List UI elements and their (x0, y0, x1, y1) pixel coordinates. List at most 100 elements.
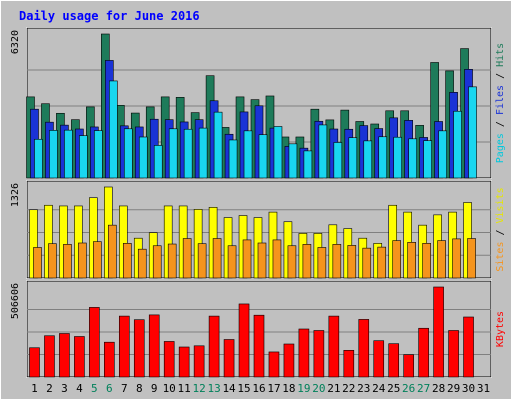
bar-sites-day-22: Sites 22: 475 (347, 245, 357, 279)
series-legend: KBytes (495, 311, 506, 347)
bar-kbytes-day-29: KBytes 29: 310000 (448, 330, 459, 378)
x-tick-label-day-11: 11 (178, 382, 191, 395)
bar-kbytes-day-17: KBytes 17: 167000 (268, 351, 280, 378)
bar-sites-day-4: Sites 4: 510 (78, 242, 87, 279)
bar-pages-day-2: Pages 2: 2090 (49, 130, 58, 179)
bar-sites-day-10: Sites 10: 495 (167, 243, 177, 279)
bar-pages-day-15: Pages 15: 2070 (243, 130, 253, 179)
bar-sites-day-2: Sites 2: 500 (48, 243, 57, 279)
bar-kbytes-day-21: KBytes 21: 406000 (328, 315, 340, 378)
bar-pages-day-24: Pages 24: 1810 (378, 136, 388, 179)
bar-kbytes-day-12: KBytes 12: 208000 (193, 345, 205, 378)
bar-kbytes-day-25: KBytes 25: 222000 (388, 343, 400, 378)
plot-frame-highlight (26, 280, 492, 378)
bar-kbytes-day-30: KBytes 30: 400000 (463, 316, 474, 378)
x-tick-label-day-2: 2 (46, 382, 53, 395)
bar-kbytes-day-26: KBytes 26: 149000 (403, 354, 414, 378)
bar-sites-day-30: Sites 30: 575 (467, 238, 476, 279)
x-tick-label-day-6: 6 (106, 382, 113, 395)
x-tick-label-day-9: 9 (151, 382, 158, 395)
bar-sites-day-26: Sites 26: 520 (407, 242, 416, 279)
y-axis-max-label: 1326 (10, 183, 21, 207)
bar-pages-day-21: Pages 21: 1560 (333, 142, 343, 179)
x-tick-label-day-25: 25 (387, 382, 400, 395)
bar-kbytes-day-23: KBytes 23: 384000 (358, 319, 370, 378)
bar-pages-day-28: Pages 28: 2070 (438, 130, 447, 179)
bar-pages-day-10: Pages 10: 2160 (168, 128, 178, 179)
bar-pages-day-8: Pages 8: 1800 (138, 136, 148, 179)
bar-sites-day-19: Sites 19: 490 (302, 244, 312, 279)
bar-kbytes-day-10: KBytes 10: 237000 (163, 341, 175, 378)
x-tick-label-day-22: 22 (342, 382, 355, 395)
bar-pages-day-14: Pages 14: 1670 (228, 139, 238, 179)
x-tick-label-day-20: 20 (312, 382, 325, 395)
bar-pages-day-20: Pages 20: 2330 (318, 124, 328, 179)
x-tick-label-day-5: 5 (91, 382, 98, 395)
x-tick-label-day-12: 12 (193, 382, 206, 395)
x-tick-label-day-8: 8 (136, 382, 143, 395)
bar-sites-day-28: Sites 28: 545 (437, 240, 446, 279)
legend-part: KBytes (495, 311, 506, 347)
bar-pages-day-9: Pages 9: 1430 (153, 145, 163, 179)
x-tick-label-day-17: 17 (267, 382, 280, 395)
bar-pages-day-11: Pages 11: 2140 (183, 128, 193, 179)
bar-pages-day-27: Pages 27: 1640 (423, 140, 432, 179)
bar-sites-day-7: Sites 7: 505 (122, 243, 132, 279)
bar-sites-day-18: Sites 18: 470 (287, 245, 297, 279)
legend-part: Files (495, 85, 506, 115)
bar-kbytes-day-2: KBytes 2: 275000 (44, 335, 55, 378)
bar-kbytes-day-4: KBytes 4: 270000 (74, 336, 85, 378)
bar-kbytes-day-20: KBytes 20: 310000 (313, 330, 325, 378)
x-tick-label-day-27: 27 (417, 382, 430, 395)
bar-pages-day-23: Pages 23: 1630 (363, 140, 373, 179)
bar-sites-day-1: Sites 1: 445 (33, 247, 42, 279)
x-tick-label-day-10: 10 (163, 382, 176, 395)
bar-sites-day-8: Sites 8: 420 (137, 248, 147, 279)
bar-pages-day-26: Pages 26: 1720 (408, 138, 417, 179)
bar-pages-day-7: Pages 7: 2160 (123, 128, 133, 179)
bar-sites-day-27: Sites 27: 505 (422, 243, 431, 279)
bar-kbytes-day-22: KBytes 22: 178000 (343, 349, 355, 378)
x-tick-label-day-30: 30 (462, 382, 475, 395)
bar-kbytes-day-3: KBytes 3: 290000 (59, 333, 70, 378)
bar-pages-day-19: Pages 19: 1190 (303, 150, 313, 179)
x-tick-label-day-4: 4 (76, 382, 83, 395)
bar-kbytes-day-28: KBytes 28: 600000 (433, 286, 444, 378)
bar-kbytes-day-6: KBytes 6: 232000 (104, 341, 115, 378)
bar-pages-day-22: Pages 22: 1770 (348, 137, 358, 179)
bar-kbytes-day-16: KBytes 16: 412000 (253, 314, 265, 378)
x-tick-label-day-19: 19 (297, 382, 310, 395)
x-tick-label-day-15: 15 (237, 382, 250, 395)
bar-sites-day-13: Sites 13: 575 (212, 238, 222, 279)
plot-frame-highlight (26, 180, 492, 279)
bar-pages-day-13: Pages 13: 2890 (213, 111, 223, 179)
x-tick-label-day-29: 29 (447, 382, 460, 395)
bar-kbytes-day-9: KBytes 9: 414000 (148, 314, 160, 378)
x-tick-label-day-16: 16 (252, 382, 265, 395)
legend-part: Pages (495, 133, 506, 163)
bar-sites-day-5: Sites 5: 530 (93, 241, 102, 279)
series-legend: Sites / Visits (495, 187, 506, 271)
bar-kbytes-day-1: KBytes 1: 195000 (29, 347, 40, 378)
bar-kbytes-day-19: KBytes 19: 320000 (298, 328, 310, 378)
bar-pages-day-18: Pages 18: 1500 (288, 143, 298, 179)
bar-sites-day-11: Sites 11: 575 (182, 238, 192, 279)
bar-sites-day-12: Sites 12: 500 (197, 243, 207, 279)
legend-part: / (495, 115, 506, 133)
series-pages: Pages 1: 1700 Pages 2: 2090 Pages 3: 2100 P… (34, 80, 477, 179)
bar-sites-day-24: Sites 24: 450 (377, 246, 387, 279)
legend-part: Hits (495, 43, 506, 67)
bar-pages-day-12: Pages 12: 2190 (198, 127, 208, 179)
bar-sites-day-6: Sites 6: 770 (108, 224, 117, 279)
bar-kbytes-day-11: KBytes 11: 200000 (178, 346, 190, 378)
x-tick-label-day-1: 1 (31, 382, 38, 395)
series-sites: Sites 1: 445 Sites 2: 500 Sites 3: 490 Site… (33, 224, 476, 279)
bar-pages-day-5: Pages 5: 2080 (94, 130, 103, 179)
bar-pages-day-1: Pages 1: 1700 (34, 138, 43, 179)
bar-pages-day-16: Pages 16: 1900 (258, 134, 268, 179)
bar-kbytes-day-7: KBytes 7: 406000 (118, 315, 130, 378)
x-tick-label-day-24: 24 (372, 382, 386, 395)
bar-kbytes-day-15: KBytes 15: 487000 (238, 303, 250, 378)
